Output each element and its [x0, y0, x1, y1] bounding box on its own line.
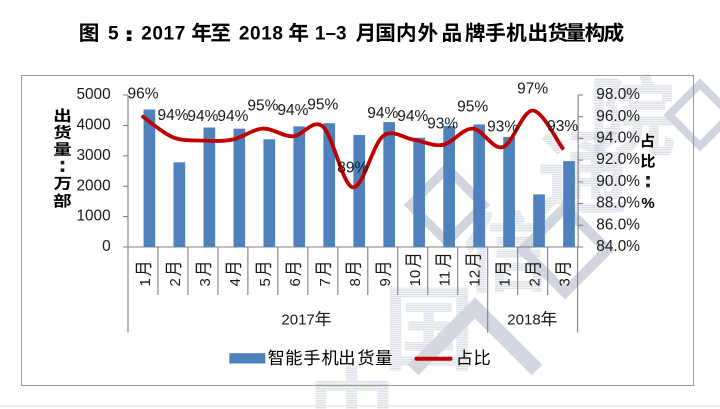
svg-text:2: 2 — [527, 278, 544, 286]
svg-text:11: 11 — [437, 271, 454, 287]
svg-text:3000: 3000 — [76, 147, 110, 164]
svg-text:94%: 94% — [367, 105, 398, 122]
svg-text:2017: 2017 — [281, 311, 314, 328]
svg-text:%: % — [641, 195, 654, 212]
svg-text:2000: 2000 — [76, 177, 110, 194]
svg-text:94%: 94% — [157, 107, 188, 124]
svg-text:1: 1 — [497, 278, 514, 286]
svg-text:94%: 94% — [187, 108, 218, 125]
svg-text:6: 6 — [287, 278, 304, 286]
svg-text:88.0%: 88.0% — [596, 195, 640, 212]
svg-text:3: 3 — [197, 278, 214, 286]
svg-text:92.0%: 92.0% — [596, 151, 640, 168]
svg-text:1–3: 1–3 — [315, 23, 347, 44]
svg-text:95%: 95% — [457, 99, 488, 116]
svg-text:4000: 4000 — [76, 117, 110, 134]
svg-text:97%: 97% — [517, 81, 548, 98]
svg-text:94%: 94% — [277, 102, 308, 119]
svg-text:98.0%: 98.0% — [596, 86, 640, 103]
svg-text:3: 3 — [557, 278, 574, 286]
svg-text:94%: 94% — [217, 108, 248, 125]
svg-text:9: 9 — [377, 278, 394, 286]
svg-text:94.0%: 94.0% — [596, 130, 640, 147]
svg-text:93%: 93% — [547, 118, 578, 135]
svg-text:1: 1 — [137, 278, 154, 286]
svg-text:96.0%: 96.0% — [596, 108, 640, 125]
svg-text:93%: 93% — [427, 116, 458, 133]
svg-text:1000: 1000 — [76, 208, 110, 225]
svg-text:96%: 96% — [127, 86, 158, 103]
svg-text:10: 10 — [407, 270, 424, 287]
svg-text:2017: 2017 — [141, 23, 186, 44]
svg-text:2018: 2018 — [239, 23, 284, 44]
svg-text:12: 12 — [467, 270, 484, 287]
svg-text:90.0%: 90.0% — [596, 173, 640, 190]
svg-text:94%: 94% — [397, 108, 428, 125]
svg-text:2018: 2018 — [507, 311, 540, 328]
svg-text:8: 8 — [347, 278, 364, 286]
svg-text:95%: 95% — [247, 97, 278, 114]
svg-text:89%: 89% — [337, 160, 368, 177]
svg-text:86.0%: 86.0% — [596, 216, 640, 233]
svg-text:5000: 5000 — [76, 86, 110, 103]
svg-text:95%: 95% — [307, 97, 338, 114]
svg-text:2: 2 — [167, 278, 184, 286]
svg-text:5: 5 — [257, 278, 274, 286]
svg-text:5: 5 — [108, 23, 119, 44]
svg-text:93%: 93% — [487, 119, 518, 136]
svg-text:7: 7 — [317, 278, 334, 286]
svg-text:84.0%: 84.0% — [596, 238, 640, 255]
svg-text:0: 0 — [102, 238, 111, 255]
svg-text:4: 4 — [227, 278, 244, 286]
